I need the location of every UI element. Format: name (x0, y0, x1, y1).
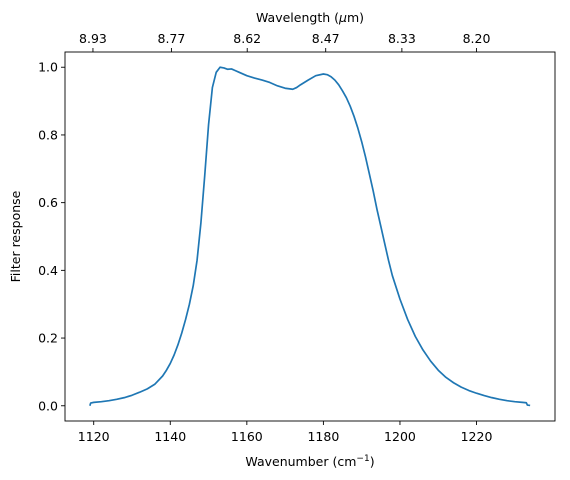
top-x-axis-title: Wavelength (μm) (256, 10, 364, 25)
y-tick-label: 1.0 (38, 60, 58, 75)
top-x-tick-label: 8.47 (312, 31, 340, 46)
y-tick-label: 0.4 (38, 263, 58, 278)
ticks-layer: 1120 1140 1160 1180 1200 1220 0.0 0.2 0.4 0.6 0.8 1… (38, 31, 492, 444)
y-tick-label: 0.2 (38, 331, 58, 346)
x-tick-label: 1220 (461, 429, 493, 444)
plot-frame (64, 51, 556, 422)
x-tick-label: 1120 (78, 429, 110, 444)
x-tick-label: 1140 (154, 429, 186, 444)
y-axis-title: Filter response (8, 190, 23, 282)
x-tick-label: 1180 (307, 429, 339, 444)
x-tick-label: 1200 (384, 429, 416, 444)
y-tick-label: 0.0 (38, 398, 58, 413)
top-x-tick-label: 8.20 (463, 31, 491, 46)
series-line-filter-response (89, 66, 531, 407)
y-tick-label: 0.8 (38, 127, 58, 142)
y-tick-label: 0.6 (38, 195, 58, 210)
x-axis-title: Wavenumber (cm−1) (245, 454, 374, 469)
x-tick-label: 1160 (231, 429, 263, 444)
top-x-tick-label: 8.33 (388, 31, 416, 46)
top-x-tick-label: 8.77 (158, 31, 186, 46)
top-x-tick-label: 8.62 (233, 31, 261, 46)
top-x-tick-label: 8.93 (79, 31, 107, 46)
